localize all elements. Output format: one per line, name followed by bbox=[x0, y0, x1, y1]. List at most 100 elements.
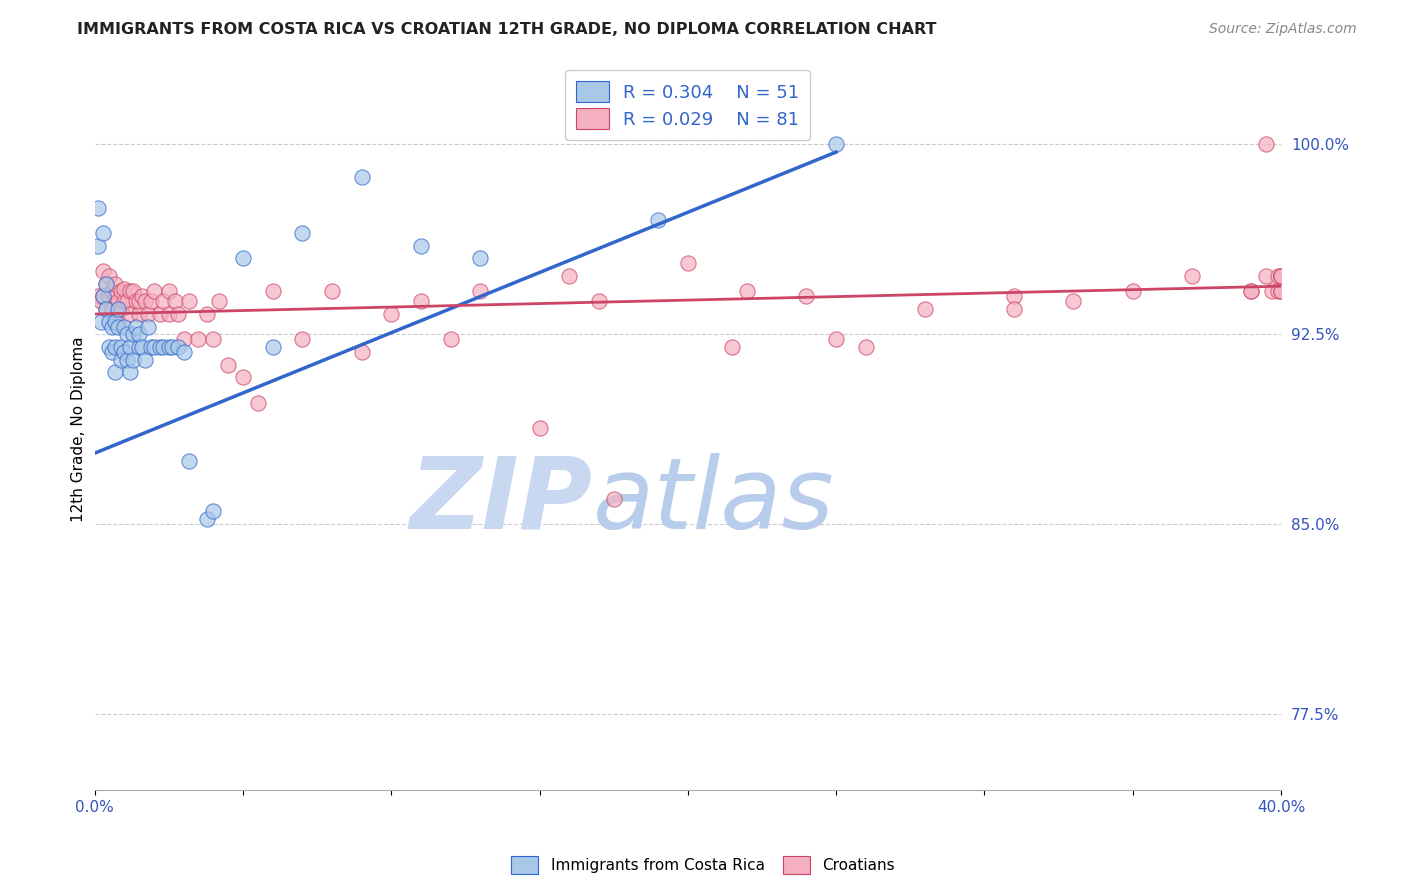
Point bbox=[163, 294, 186, 309]
Point bbox=[139, 340, 162, 354]
Point bbox=[89, 315, 111, 329]
Point bbox=[86, 238, 108, 252]
Point bbox=[1122, 285, 1144, 299]
Legend: R = 0.304    N = 51, R = 0.029    N = 81: R = 0.304 N = 51, R = 0.029 N = 81 bbox=[565, 70, 810, 140]
Point bbox=[134, 352, 156, 367]
Point bbox=[128, 327, 150, 342]
Point bbox=[122, 327, 145, 342]
Point bbox=[101, 301, 124, 316]
Point bbox=[179, 294, 201, 309]
Point bbox=[179, 454, 201, 468]
Point bbox=[98, 315, 121, 329]
Point bbox=[409, 294, 432, 309]
Point bbox=[825, 332, 848, 346]
Point bbox=[721, 340, 744, 354]
Point bbox=[166, 307, 188, 321]
Point bbox=[202, 504, 225, 518]
Point bbox=[112, 319, 135, 334]
Point bbox=[232, 370, 254, 384]
Point bbox=[115, 327, 138, 342]
Point bbox=[1181, 268, 1204, 283]
Point bbox=[101, 319, 124, 334]
Point bbox=[110, 352, 132, 367]
Point bbox=[232, 252, 254, 266]
Point bbox=[128, 340, 150, 354]
Point bbox=[1270, 285, 1292, 299]
Text: ZIP: ZIP bbox=[411, 453, 593, 549]
Point bbox=[1002, 289, 1025, 303]
Point bbox=[93, 289, 115, 303]
Point bbox=[195, 307, 218, 321]
Point bbox=[173, 345, 195, 359]
Point bbox=[104, 315, 127, 329]
Point bbox=[107, 294, 129, 309]
Point bbox=[112, 282, 135, 296]
Point bbox=[134, 294, 156, 309]
Point bbox=[157, 340, 180, 354]
Point bbox=[439, 332, 461, 346]
Point bbox=[735, 285, 758, 299]
Point bbox=[558, 268, 581, 283]
Point bbox=[602, 491, 624, 506]
Point bbox=[796, 289, 818, 303]
Point bbox=[104, 340, 127, 354]
Point bbox=[262, 340, 284, 354]
Point bbox=[89, 294, 111, 309]
Point bbox=[195, 512, 218, 526]
Legend: Immigrants from Costa Rica, Croatians: Immigrants from Costa Rica, Croatians bbox=[505, 850, 901, 880]
Point bbox=[96, 301, 118, 316]
Point bbox=[93, 264, 115, 278]
Point bbox=[131, 289, 153, 303]
Point bbox=[855, 340, 877, 354]
Point bbox=[173, 332, 195, 346]
Point bbox=[128, 307, 150, 321]
Point bbox=[101, 345, 124, 359]
Point bbox=[101, 285, 124, 299]
Point bbox=[139, 294, 162, 309]
Point bbox=[98, 340, 121, 354]
Point bbox=[112, 345, 135, 359]
Point bbox=[380, 307, 402, 321]
Point bbox=[152, 340, 174, 354]
Point bbox=[321, 285, 343, 299]
Point bbox=[914, 301, 936, 316]
Point bbox=[86, 289, 108, 303]
Point bbox=[93, 226, 115, 240]
Point bbox=[1270, 268, 1292, 283]
Point bbox=[115, 294, 138, 309]
Point bbox=[122, 352, 145, 367]
Point bbox=[1270, 268, 1292, 283]
Point bbox=[110, 301, 132, 316]
Point bbox=[110, 340, 132, 354]
Point bbox=[125, 319, 148, 334]
Point bbox=[112, 294, 135, 309]
Point bbox=[96, 301, 118, 316]
Point bbox=[104, 277, 127, 291]
Point bbox=[246, 395, 269, 409]
Point bbox=[86, 201, 108, 215]
Point bbox=[120, 365, 142, 379]
Point bbox=[291, 226, 314, 240]
Point bbox=[1261, 285, 1284, 299]
Point bbox=[350, 170, 373, 185]
Point bbox=[122, 285, 145, 299]
Point bbox=[409, 238, 432, 252]
Point bbox=[120, 307, 142, 321]
Point bbox=[1270, 268, 1292, 283]
Point bbox=[96, 277, 118, 291]
Point bbox=[107, 315, 129, 329]
Point bbox=[115, 352, 138, 367]
Point bbox=[470, 285, 492, 299]
Point bbox=[131, 340, 153, 354]
Point bbox=[149, 340, 172, 354]
Point bbox=[1062, 294, 1084, 309]
Y-axis label: 12th Grade, No Diploma: 12th Grade, No Diploma bbox=[72, 336, 86, 522]
Point bbox=[1267, 268, 1289, 283]
Point bbox=[217, 358, 239, 372]
Point bbox=[120, 285, 142, 299]
Point bbox=[142, 285, 165, 299]
Point bbox=[470, 252, 492, 266]
Point bbox=[166, 340, 188, 354]
Point bbox=[1270, 285, 1292, 299]
Point bbox=[152, 294, 174, 309]
